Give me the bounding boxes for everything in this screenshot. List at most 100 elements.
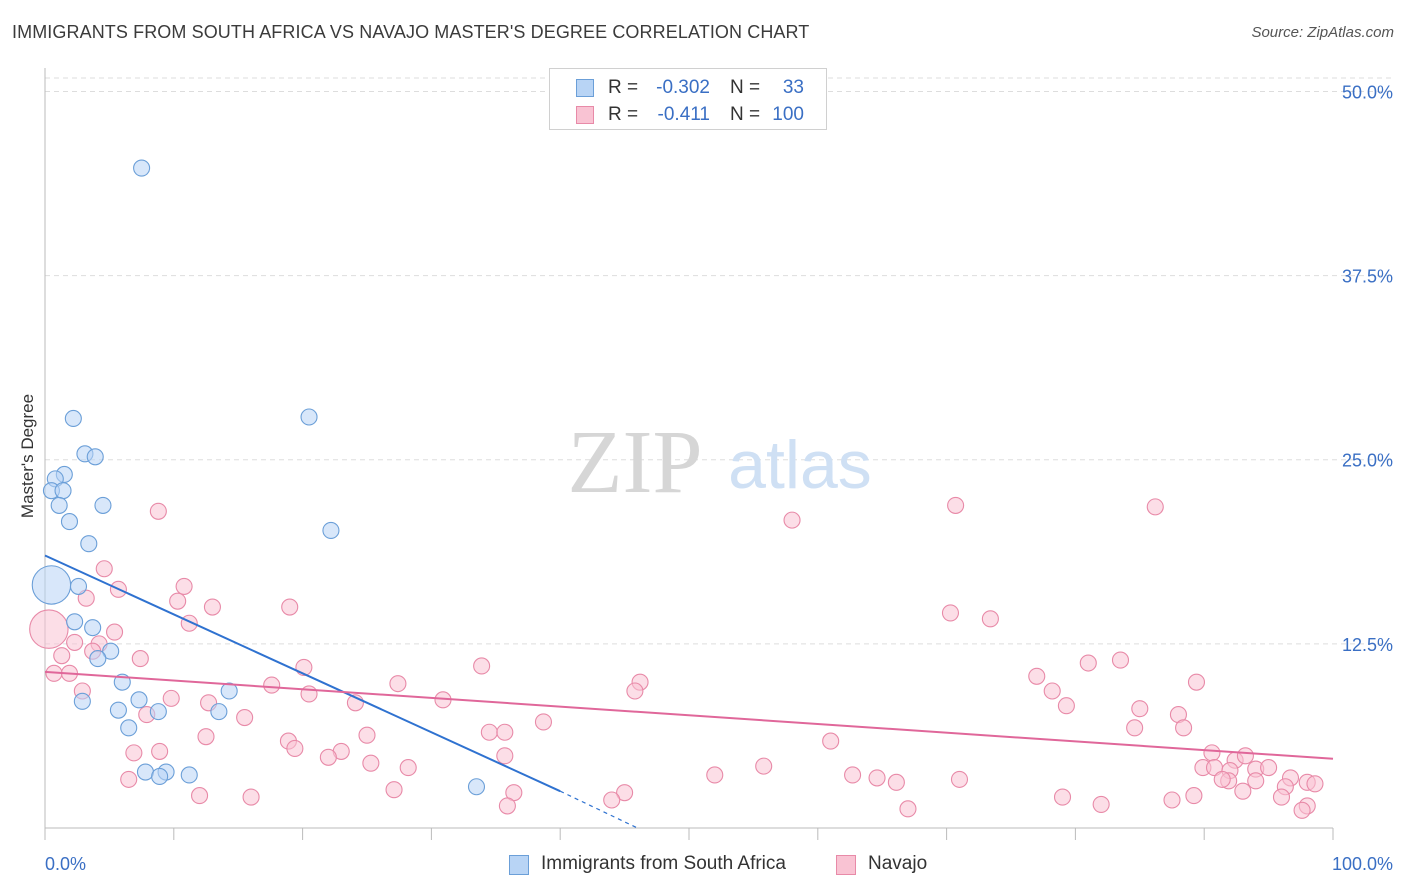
south-africa-trend-line [44, 554, 561, 793]
navajo-point [1234, 782, 1252, 800]
south-africa-point [180, 766, 198, 784]
navajo-point [29, 609, 69, 649]
navajo-point [1260, 759, 1278, 777]
south-africa-point [109, 701, 127, 719]
south-africa-point [69, 577, 88, 595]
navajo-point [389, 675, 407, 693]
navajo-point [197, 728, 215, 746]
navajo-point [706, 766, 724, 784]
trend-lines [44, 554, 1334, 829]
south-africa-point [322, 521, 340, 539]
navajo-point [236, 708, 254, 727]
south-africa-point [89, 650, 107, 668]
south-africa-point [66, 613, 84, 631]
south-africa-point [151, 767, 169, 785]
navajo-point [149, 502, 167, 520]
south-africa-point [467, 778, 486, 796]
watermark: ZIP atlas [568, 413, 872, 512]
south-africa-point [102, 642, 120, 660]
navajo-point [358, 726, 376, 744]
navajo-point [626, 682, 644, 700]
navajo-point [242, 788, 260, 806]
navajo-point [53, 647, 71, 665]
y-tick-label: 12.5% [1342, 635, 1393, 655]
legend-r-label: R = [608, 104, 639, 125]
navajo-point [1306, 775, 1324, 793]
chart-title: IMMIGRANTS FROM SOUTH AFRICA VS NAVAJO M… [12, 22, 810, 42]
navajo-point [887, 773, 905, 791]
navajo-point [151, 742, 169, 760]
south-africa-point [300, 408, 318, 426]
navajo-point [120, 770, 138, 788]
navajo-point [1111, 651, 1130, 669]
source-credit: Source: ZipAtlas.com [1251, 24, 1394, 41]
navajo-point [385, 781, 403, 799]
navajo-point [169, 592, 187, 610]
south-africa-point [50, 496, 68, 514]
navajo-point [1293, 801, 1311, 819]
navajo-point [498, 797, 516, 815]
south-africa-trend-extension [559, 790, 638, 829]
legend-r-value: -0.411 [657, 104, 710, 125]
watermark-atlas: atlas [728, 427, 872, 503]
navajo-point [1272, 788, 1291, 806]
navajo-point [1057, 697, 1075, 715]
navajo-point [1213, 770, 1231, 788]
navajo-point [95, 560, 113, 578]
stats-legend: R = -0.302 N = 33 R = -0.411 N = 100 [549, 68, 827, 130]
y-axis-label: Master's Degree [18, 393, 37, 519]
south-africa-point [84, 619, 102, 637]
navajo-point [191, 787, 209, 805]
navajo-point [496, 747, 514, 765]
south-africa-point [133, 159, 151, 177]
navajo-point [106, 623, 124, 641]
y-tick-label: 50.0% [1342, 82, 1393, 102]
series-legend: Immigrants from South Africa Navajo [0, 852, 1406, 878]
navajo-point [783, 511, 801, 529]
legend-n-label: N = [730, 104, 761, 125]
navajo-point [941, 604, 960, 622]
navajo-point [947, 496, 965, 514]
navajo-point [603, 791, 621, 809]
navajo-point [399, 759, 417, 777]
navajo-point [1043, 682, 1061, 700]
navajo-point [1028, 667, 1046, 685]
navajo-point [496, 723, 514, 741]
navajo-point [362, 754, 380, 772]
navajo-point [286, 739, 304, 758]
south-africa-point [130, 691, 148, 709]
navajo-point [281, 598, 299, 616]
navajo-point [1126, 719, 1144, 737]
navajo-point [899, 800, 917, 818]
south-africa-point [149, 703, 167, 721]
navajo-point [175, 577, 193, 595]
south-africa-point [64, 409, 82, 428]
navajo-point [203, 598, 221, 616]
south-africa-point [31, 565, 72, 605]
tick-labels: 12.5% 25.0% 37.5% 50.0% 0.0% 100.0% [45, 82, 1393, 874]
navajo-point [1236, 747, 1254, 765]
south-africa-point [80, 535, 98, 553]
navajo-point [1175, 719, 1193, 737]
south-africa-point [54, 482, 72, 500]
y-tick-label: 37.5% [1342, 267, 1393, 287]
y-tick-label: 25.0% [1342, 451, 1393, 471]
navajo-point [77, 589, 95, 607]
navajo-point [473, 657, 491, 675]
south-africa-point [136, 763, 155, 781]
legend-row-south-africa: R = -0.302 N = 33 [550, 75, 826, 101]
legend-swatch-blue [509, 855, 529, 875]
navajo-point [1131, 700, 1149, 718]
south-africa-point [73, 692, 91, 710]
legend-n-value: 100 [772, 104, 804, 125]
navajo-point [755, 757, 773, 775]
watermark-zip: ZIP [568, 413, 703, 512]
navajo-point [1146, 498, 1164, 516]
navajo-point [162, 689, 180, 707]
navajo-point [1203, 744, 1221, 762]
x-tick-label: 0.0% [45, 854, 86, 874]
navajo-point [125, 744, 143, 762]
south-africa-point [86, 448, 104, 466]
navajo-point [66, 633, 84, 651]
legend-row-navajo: R = -0.411 N = 100 [550, 102, 826, 128]
